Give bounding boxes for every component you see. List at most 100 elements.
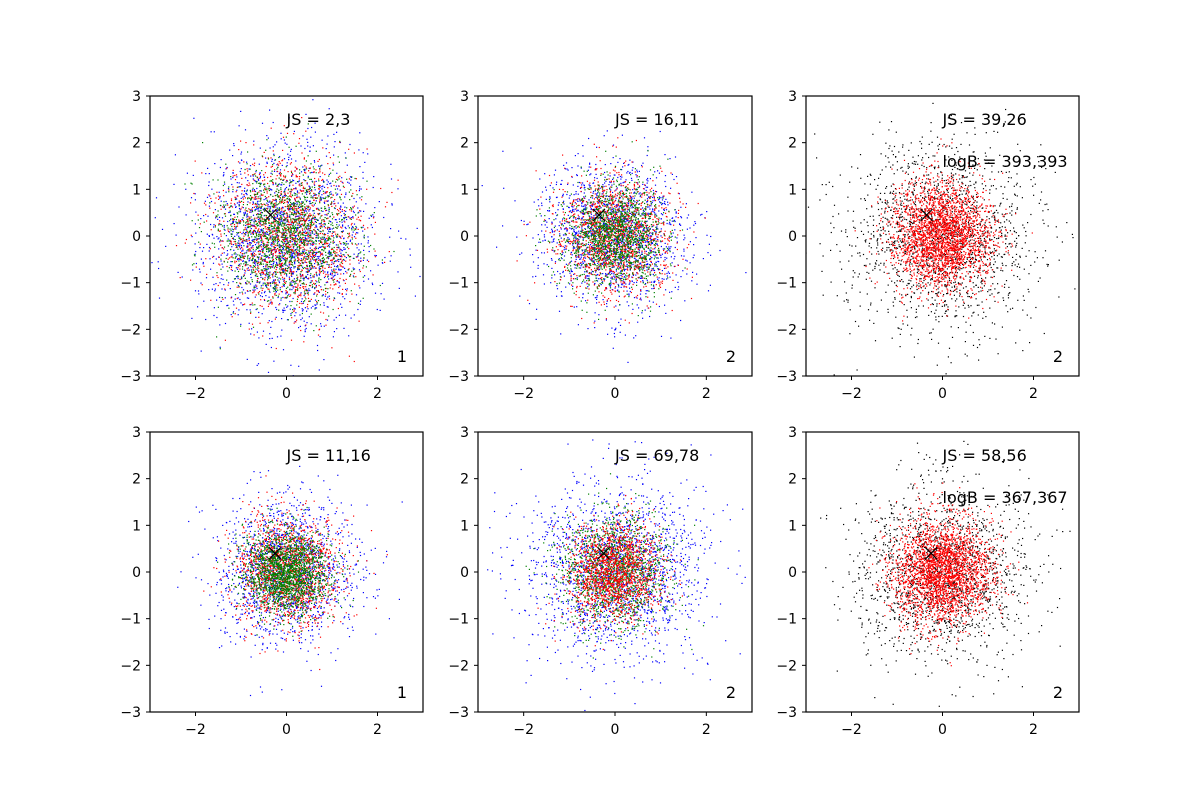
point — [214, 209, 216, 211]
point — [252, 201, 254, 203]
point — [231, 256, 233, 258]
point — [314, 255, 316, 257]
point — [296, 286, 298, 288]
point — [370, 215, 373, 217]
point — [313, 192, 315, 194]
point — [255, 233, 257, 235]
point — [216, 191, 218, 193]
point — [238, 186, 241, 188]
point — [322, 254, 324, 256]
point — [314, 217, 316, 219]
point — [271, 165, 273, 167]
point — [355, 228, 357, 231]
point — [310, 240, 312, 242]
point — [409, 254, 411, 256]
point — [281, 218, 283, 220]
point — [319, 336, 321, 338]
point — [365, 266, 367, 268]
point — [263, 308, 265, 310]
point — [233, 224, 236, 226]
point — [334, 254, 337, 256]
point — [292, 272, 294, 274]
point — [295, 212, 297, 214]
point — [282, 258, 284, 260]
point — [324, 217, 326, 219]
point — [318, 233, 320, 235]
point — [326, 306, 328, 308]
point — [277, 203, 280, 205]
point — [325, 293, 327, 295]
point — [260, 208, 262, 210]
point — [330, 277, 332, 279]
point — [325, 290, 327, 292]
point — [208, 235, 210, 237]
point — [307, 141, 309, 143]
point — [234, 235, 236, 237]
point — [305, 238, 307, 240]
point — [232, 186, 234, 188]
point — [254, 304, 256, 306]
point — [284, 189, 286, 191]
point — [283, 240, 285, 242]
point — [206, 196, 209, 198]
point — [270, 211, 272, 213]
point — [248, 240, 250, 242]
point — [313, 248, 315, 250]
point — [363, 254, 365, 256]
point — [305, 252, 307, 254]
point — [298, 216, 300, 218]
point — [316, 258, 318, 260]
point — [329, 243, 331, 245]
point — [358, 259, 360, 261]
point — [299, 189, 301, 191]
point — [397, 188, 399, 190]
point — [280, 274, 282, 276]
point — [284, 260, 287, 262]
point — [338, 235, 340, 237]
point — [283, 273, 285, 275]
point — [192, 269, 194, 271]
point — [291, 248, 293, 251]
point — [340, 258, 342, 260]
point — [278, 161, 280, 163]
point — [285, 238, 287, 240]
point — [272, 243, 274, 245]
point — [301, 232, 304, 234]
point — [229, 228, 231, 230]
point — [243, 304, 245, 306]
point — [219, 166, 221, 169]
point — [252, 178, 254, 180]
point — [292, 202, 294, 204]
point — [309, 255, 311, 257]
point — [273, 227, 275, 229]
point — [282, 278, 284, 280]
point — [236, 222, 238, 224]
point — [231, 218, 233, 220]
point — [288, 256, 290, 258]
point — [322, 224, 324, 226]
point — [312, 216, 314, 218]
point — [669, 249, 671, 251]
point — [281, 241, 283, 243]
point — [309, 254, 311, 256]
point — [323, 248, 326, 250]
point — [300, 190, 302, 192]
point — [230, 256, 232, 258]
point — [282, 244, 284, 246]
point — [264, 203, 266, 206]
point — [317, 228, 319, 230]
point — [333, 237, 335, 239]
point — [257, 260, 259, 262]
point — [248, 236, 250, 239]
point — [328, 251, 330, 253]
point — [218, 256, 220, 258]
point — [273, 247, 276, 249]
point — [284, 309, 286, 311]
point — [216, 336, 218, 338]
point — [294, 170, 296, 172]
point — [194, 199, 196, 201]
point — [258, 247, 260, 249]
point — [194, 160, 196, 162]
point — [290, 158, 293, 160]
point — [327, 200, 329, 202]
